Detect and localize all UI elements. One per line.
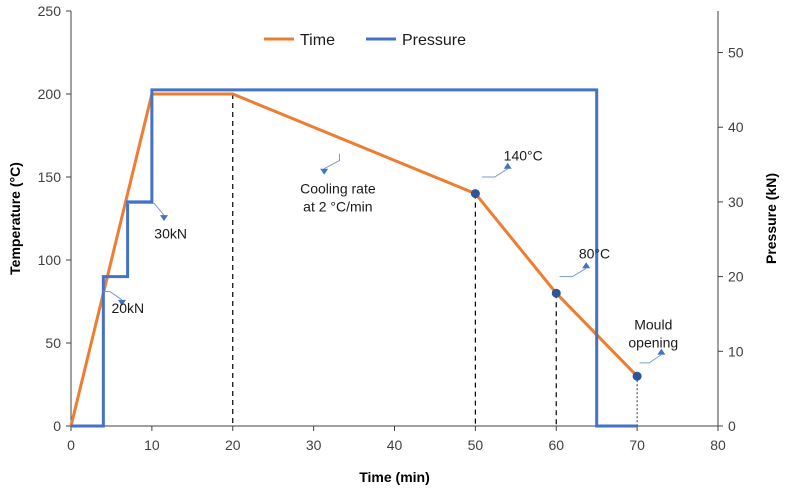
- y-right-tick-label: 50: [728, 45, 744, 61]
- axes-group: 0 10 20 30 40 50 60 70 8005010015020025001020304…: [7, 3, 779, 485]
- callout-connector: [323, 153, 341, 170]
- reference-lines-group: [232, 94, 638, 426]
- annotation-label: Mould opening: [628, 317, 678, 351]
- y-right-tick-label: 30: [728, 194, 744, 210]
- callout-connector: [559, 267, 587, 278]
- y-left-tick-label: 150: [38, 169, 62, 185]
- callout-connector: [127, 203, 165, 216]
- y-left-tick-label: 0: [53, 418, 61, 434]
- legend-label-pressure: Pressure: [402, 32, 466, 49]
- x-axis-title: Time (min): [359, 469, 430, 485]
- data-marker: [632, 371, 642, 381]
- x-tick-label: 20: [225, 437, 241, 453]
- series-line-pressure: [71, 88, 638, 428]
- callout-arrow: [503, 162, 512, 169]
- x-tick-label: 10: [144, 437, 160, 453]
- callout-arrow: [657, 348, 666, 355]
- x-tick-label: 80: [710, 437, 726, 453]
- x-tick-label: 30: [306, 437, 322, 453]
- annotation-line: Cooling rate: [300, 181, 376, 197]
- annotation-label: 30kN: [154, 225, 187, 241]
- annotation-line: at 2 °C/min: [303, 199, 372, 215]
- y-right-tick-label: 10: [728, 343, 744, 359]
- x-tick-label: 70: [629, 437, 645, 453]
- annotation-line: 30kN: [154, 225, 187, 241]
- callout-arrow: [320, 168, 329, 175]
- annotation-line: Mould: [634, 317, 672, 333]
- callout-connector: [639, 354, 662, 364]
- y-right-tick-label: 20: [728, 269, 744, 285]
- series-line-time: [69, 92, 639, 427]
- data-marker: [551, 288, 561, 298]
- y-left-tick-label: 100: [38, 252, 62, 268]
- annotation-line: 20kN: [111, 300, 144, 316]
- y-right-tick-label: 0: [728, 418, 736, 434]
- series-group: [69, 88, 642, 428]
- annotation-label: 140°C: [504, 147, 543, 163]
- x-tick-label: 40: [387, 437, 403, 453]
- annotation-label: 20kN: [111, 300, 144, 316]
- callout-arrow: [582, 262, 591, 269]
- x-tick-label: 0: [67, 437, 75, 453]
- x-tick-label: 50: [468, 437, 484, 453]
- callout-arrow: [117, 299, 126, 306]
- callout-connector: [103, 291, 123, 301]
- y-axis-right-title: Pressure (kN): [763, 173, 779, 264]
- data-marker: [470, 189, 480, 199]
- legend: Time Pressure: [264, 32, 466, 49]
- annotation-label: Cooling rate at 2 °C/min: [300, 181, 376, 215]
- annotation-line: 80°C: [579, 245, 610, 261]
- y-axis-left-title: Temperature (°C): [7, 162, 23, 275]
- annotations-group: 20kN 30kN Cooling rate at 2 °C/min 140°C 80°C…: [103, 147, 678, 364]
- annotation-line: opening: [628, 335, 678, 351]
- callout-arrow: [160, 215, 169, 222]
- y-left-tick-label: 250: [38, 3, 62, 19]
- y-left-tick-label: 50: [45, 335, 61, 351]
- y-left-tick-label: 200: [38, 86, 62, 102]
- legend-label-time: Time: [300, 32, 335, 49]
- annotation-line: 140°C: [504, 147, 543, 163]
- x-tick-label: 60: [548, 437, 564, 453]
- y-right-tick-label: 40: [728, 119, 744, 135]
- annotation-label: 80°C: [579, 245, 610, 261]
- callout-connector: [481, 168, 508, 178]
